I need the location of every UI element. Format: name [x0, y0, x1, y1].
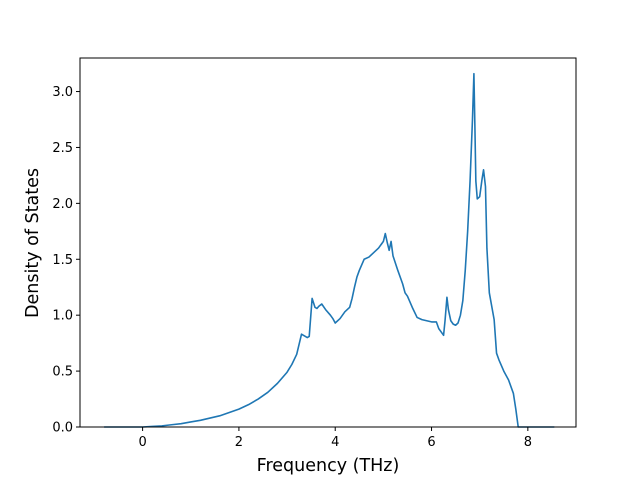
- y-tick-label: 0.5: [52, 365, 73, 380]
- y-tick-label: 2.5: [52, 141, 73, 156]
- y-tick-label: 1.5: [52, 253, 73, 268]
- x-tick-label: 0: [138, 435, 146, 450]
- y-axis-ticks: 0.0 0.5 1.0 1.5 2.0 2.5 3.0: [52, 85, 80, 436]
- y-tick-label: 3.0: [52, 85, 73, 100]
- x-axis-label: Frequency (THz): [257, 456, 400, 476]
- plot-area: [79, 57, 577, 428]
- x-tick-label: 4: [331, 435, 339, 450]
- x-axis-ticks: 0 2 4 6 8: [138, 427, 532, 450]
- plot-frame: [79, 57, 577, 428]
- series-line: [104, 72, 555, 428]
- x-tick-label: 2: [235, 435, 243, 450]
- x-tick-label: 6: [427, 435, 435, 450]
- y-tick-label: 2.0: [52, 197, 73, 212]
- y-tick-label: 0.0: [52, 421, 73, 436]
- y-tick-label: 1.0: [52, 309, 73, 324]
- y-axis-label: Density of States: [23, 168, 43, 318]
- x-tick-label: 8: [524, 435, 532, 450]
